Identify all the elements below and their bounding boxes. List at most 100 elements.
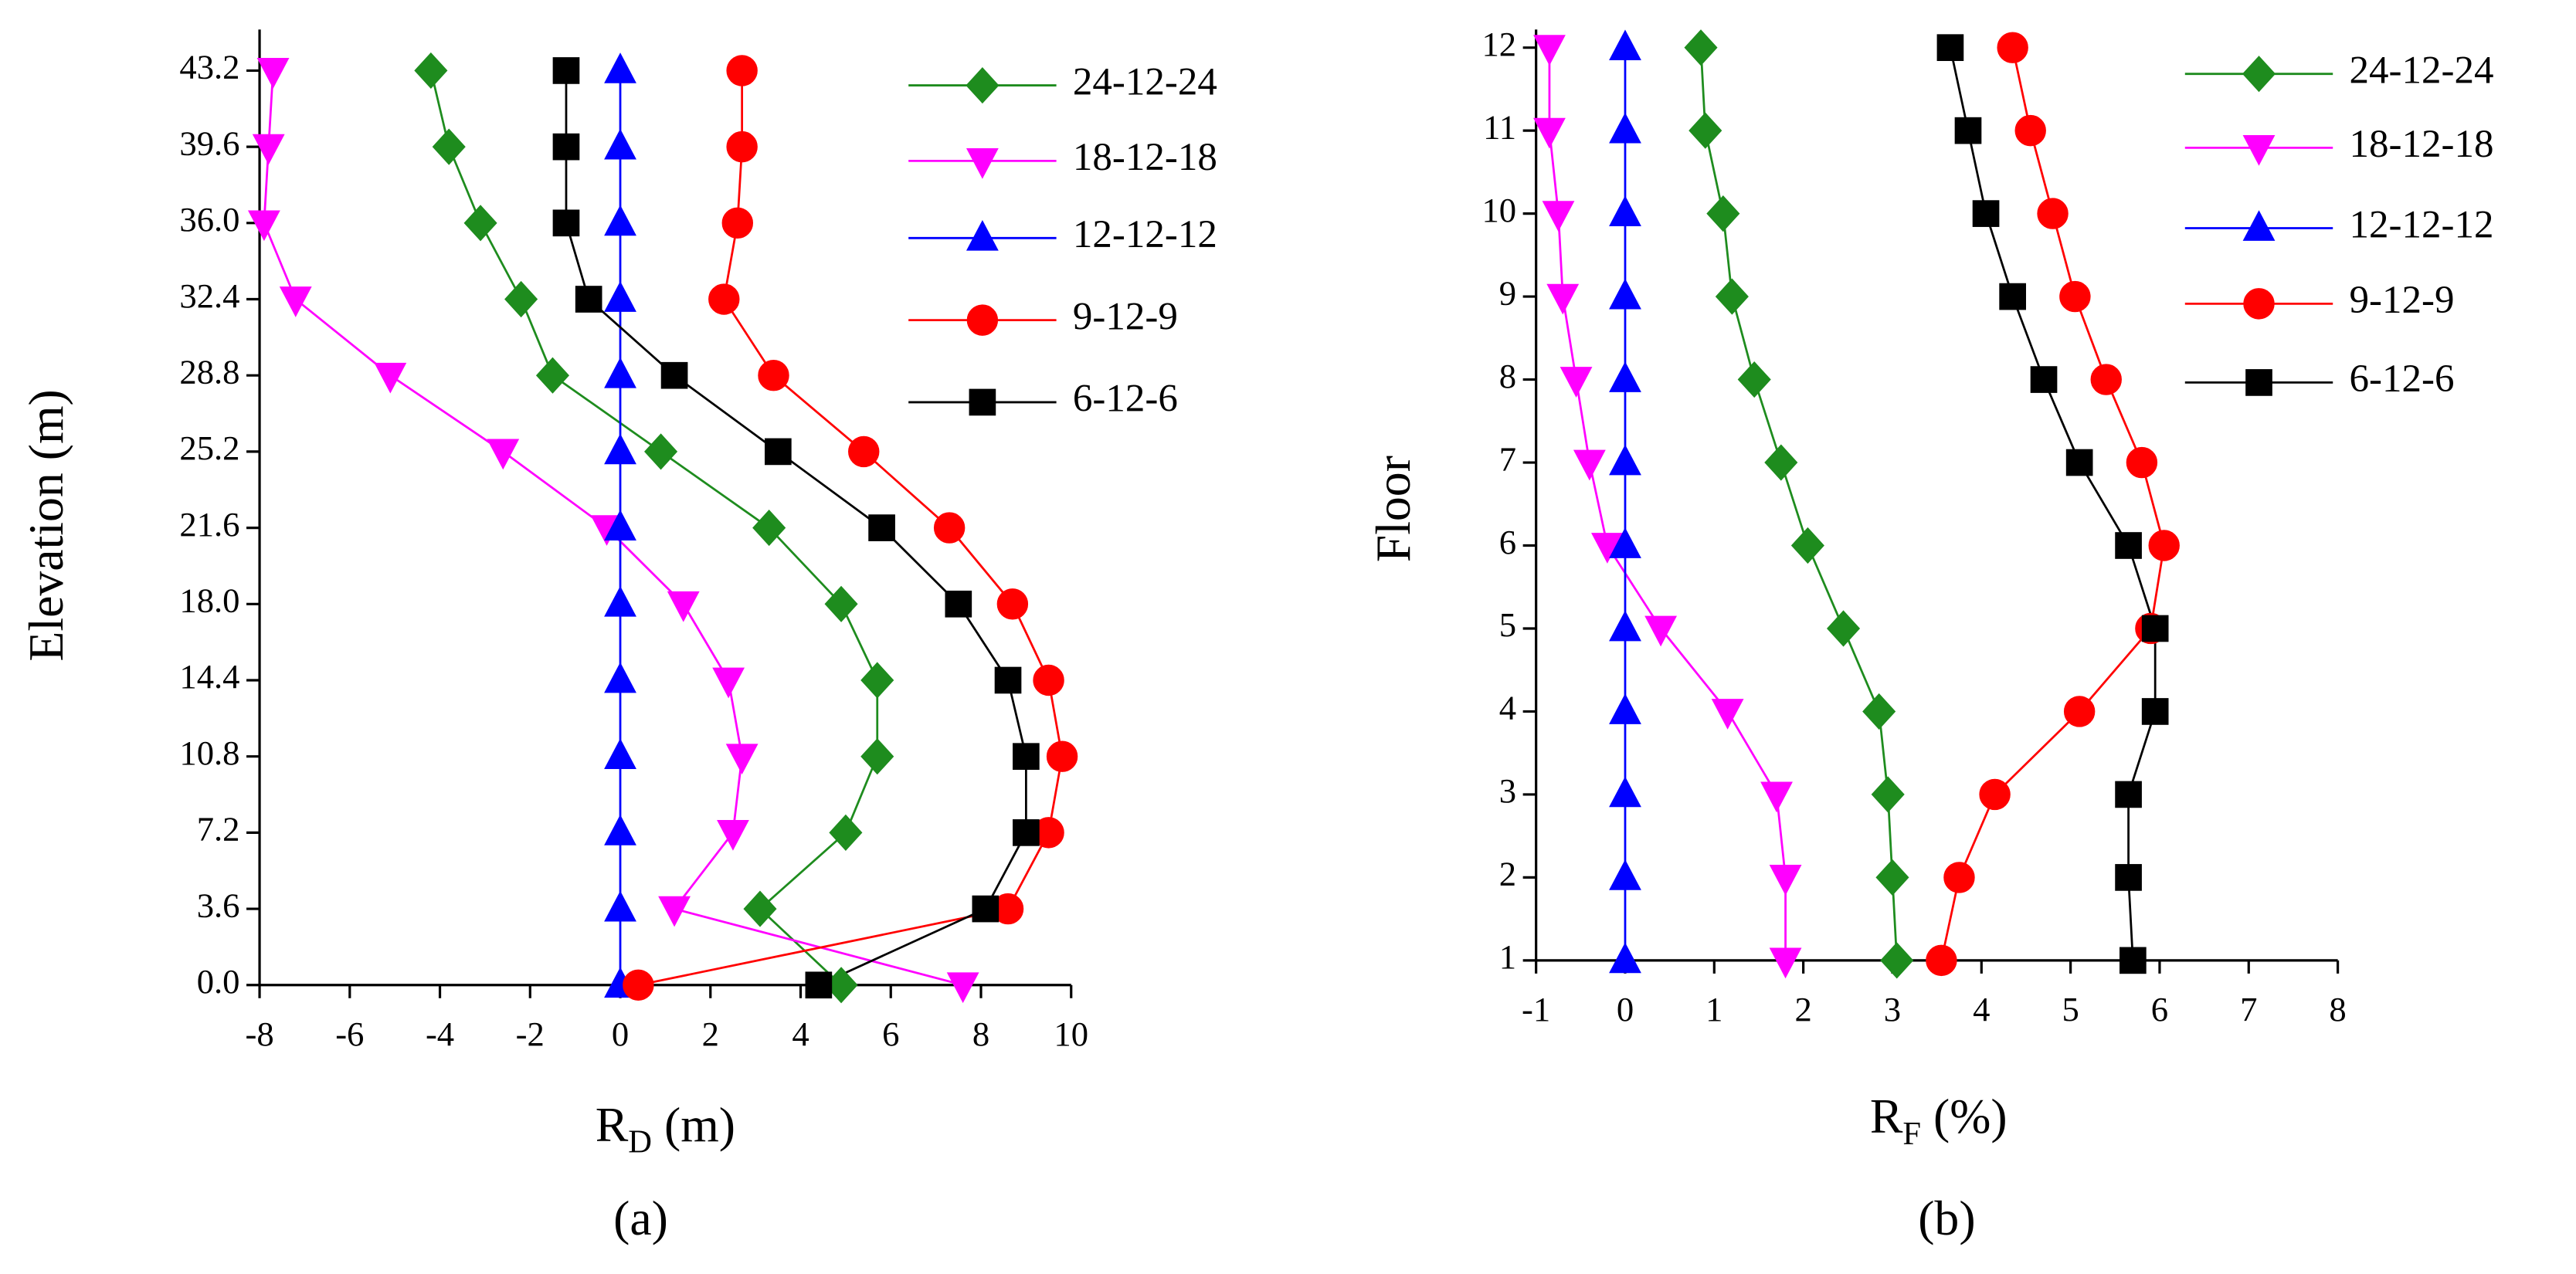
legend-marker bbox=[966, 66, 1000, 104]
x-tick-label: 3 bbox=[1884, 990, 1901, 1028]
marker bbox=[860, 738, 894, 775]
marker bbox=[972, 895, 1000, 923]
marker bbox=[1013, 819, 1040, 846]
marker bbox=[604, 205, 636, 236]
panel-label: (b) bbox=[1918, 1191, 1975, 1245]
marker bbox=[1926, 944, 1957, 977]
marker bbox=[2030, 366, 2058, 393]
x-tick-label: 6 bbox=[2151, 990, 2168, 1028]
legend-marker bbox=[966, 148, 999, 179]
x-axis-label: RD (m) bbox=[596, 1097, 735, 1160]
marker bbox=[2141, 698, 2169, 725]
marker bbox=[868, 514, 895, 541]
x-label-sub: F bbox=[1902, 1116, 1921, 1152]
y-tick-label: 3.6 bbox=[197, 886, 240, 924]
marker bbox=[1943, 862, 1975, 893]
marker bbox=[708, 283, 740, 315]
legend-label: 9-12-9 bbox=[2349, 279, 2454, 322]
marker bbox=[946, 972, 979, 1004]
marker bbox=[1046, 740, 1078, 772]
marker bbox=[1644, 615, 1678, 647]
marker bbox=[279, 286, 312, 317]
marker bbox=[463, 205, 497, 242]
marker bbox=[252, 134, 285, 165]
x-tick-label: 0 bbox=[612, 1015, 629, 1053]
marker bbox=[1790, 527, 1824, 564]
marker bbox=[658, 896, 691, 927]
y-tick-label: 1 bbox=[1499, 937, 1516, 976]
marker bbox=[824, 585, 858, 622]
marker bbox=[933, 512, 966, 544]
marker bbox=[1033, 664, 1064, 696]
marker bbox=[994, 666, 1022, 694]
marker bbox=[1609, 112, 1641, 144]
marker bbox=[552, 133, 580, 161]
marker bbox=[604, 738, 636, 770]
x-tick-label: -6 bbox=[335, 1015, 364, 1053]
y-tick-label: 2 bbox=[1499, 855, 1516, 893]
marker bbox=[644, 433, 678, 470]
marker bbox=[535, 357, 570, 394]
series-line bbox=[1949, 47, 2157, 961]
series-line bbox=[638, 70, 1064, 987]
legend-label: 18-12-18 bbox=[2349, 123, 2493, 166]
x-tick-label: 10 bbox=[1054, 1015, 1088, 1053]
legend-marker bbox=[2242, 134, 2276, 166]
marker bbox=[1764, 444, 1798, 481]
marker bbox=[667, 591, 700, 622]
x-label-main: R bbox=[596, 1097, 629, 1152]
marker bbox=[1609, 610, 1641, 642]
marker bbox=[712, 667, 745, 699]
legend-label: 12-12-12 bbox=[2349, 203, 2493, 246]
marker bbox=[604, 357, 636, 388]
marker bbox=[604, 890, 636, 922]
marker bbox=[2141, 615, 2169, 642]
series-line bbox=[1699, 47, 1899, 961]
y-tick-label: 8 bbox=[1499, 357, 1516, 395]
legend-marker bbox=[2242, 56, 2276, 93]
y-tick-label: 5 bbox=[1499, 605, 1516, 644]
x-axis-label: RF (%) bbox=[1870, 1089, 2008, 1152]
marker bbox=[2014, 114, 2046, 147]
y-tick-label: 10 bbox=[1481, 191, 1516, 229]
marker bbox=[660, 361, 688, 389]
x-tick-label: 2 bbox=[702, 1015, 719, 1053]
marker bbox=[743, 890, 777, 927]
y-tick-label: 11 bbox=[1483, 107, 1516, 146]
x-tick-label: -1 bbox=[1522, 990, 1550, 1028]
x-label-unit: (%) bbox=[1921, 1089, 2008, 1144]
marker bbox=[1609, 195, 1641, 226]
marker bbox=[1560, 367, 1593, 398]
marker bbox=[1609, 776, 1641, 808]
marker bbox=[1609, 29, 1641, 61]
marker bbox=[1542, 201, 1575, 232]
marker bbox=[1997, 32, 2028, 63]
marker bbox=[2059, 280, 2091, 313]
marker bbox=[256, 58, 290, 89]
marker bbox=[717, 820, 749, 851]
x-tick-label: 0 bbox=[1617, 990, 1634, 1028]
marker bbox=[829, 814, 863, 851]
marker bbox=[2126, 446, 2158, 479]
marker bbox=[726, 130, 758, 163]
x-tick-label: 2 bbox=[1794, 990, 1811, 1028]
marker bbox=[764, 438, 792, 466]
marker bbox=[552, 57, 580, 84]
marker bbox=[1999, 283, 2026, 310]
marker bbox=[1862, 693, 1896, 730]
legend-marker bbox=[2242, 210, 2276, 241]
marker bbox=[848, 435, 880, 468]
marker bbox=[623, 969, 654, 1001]
marker bbox=[1533, 35, 1566, 66]
y-tick-label: 4 bbox=[1499, 689, 1516, 727]
legend-label: 18-12-18 bbox=[1073, 136, 1217, 179]
y-axis-label: Elevation (m) bbox=[19, 389, 73, 661]
marker bbox=[1954, 117, 1982, 144]
marker bbox=[1609, 361, 1641, 392]
legend-label: 12-12-12 bbox=[1073, 213, 1217, 256]
x-tick-label: 4 bbox=[792, 1015, 809, 1053]
legend-marker bbox=[969, 388, 996, 416]
marker bbox=[2120, 947, 2147, 974]
marker bbox=[575, 286, 602, 313]
marker bbox=[2037, 198, 2069, 229]
